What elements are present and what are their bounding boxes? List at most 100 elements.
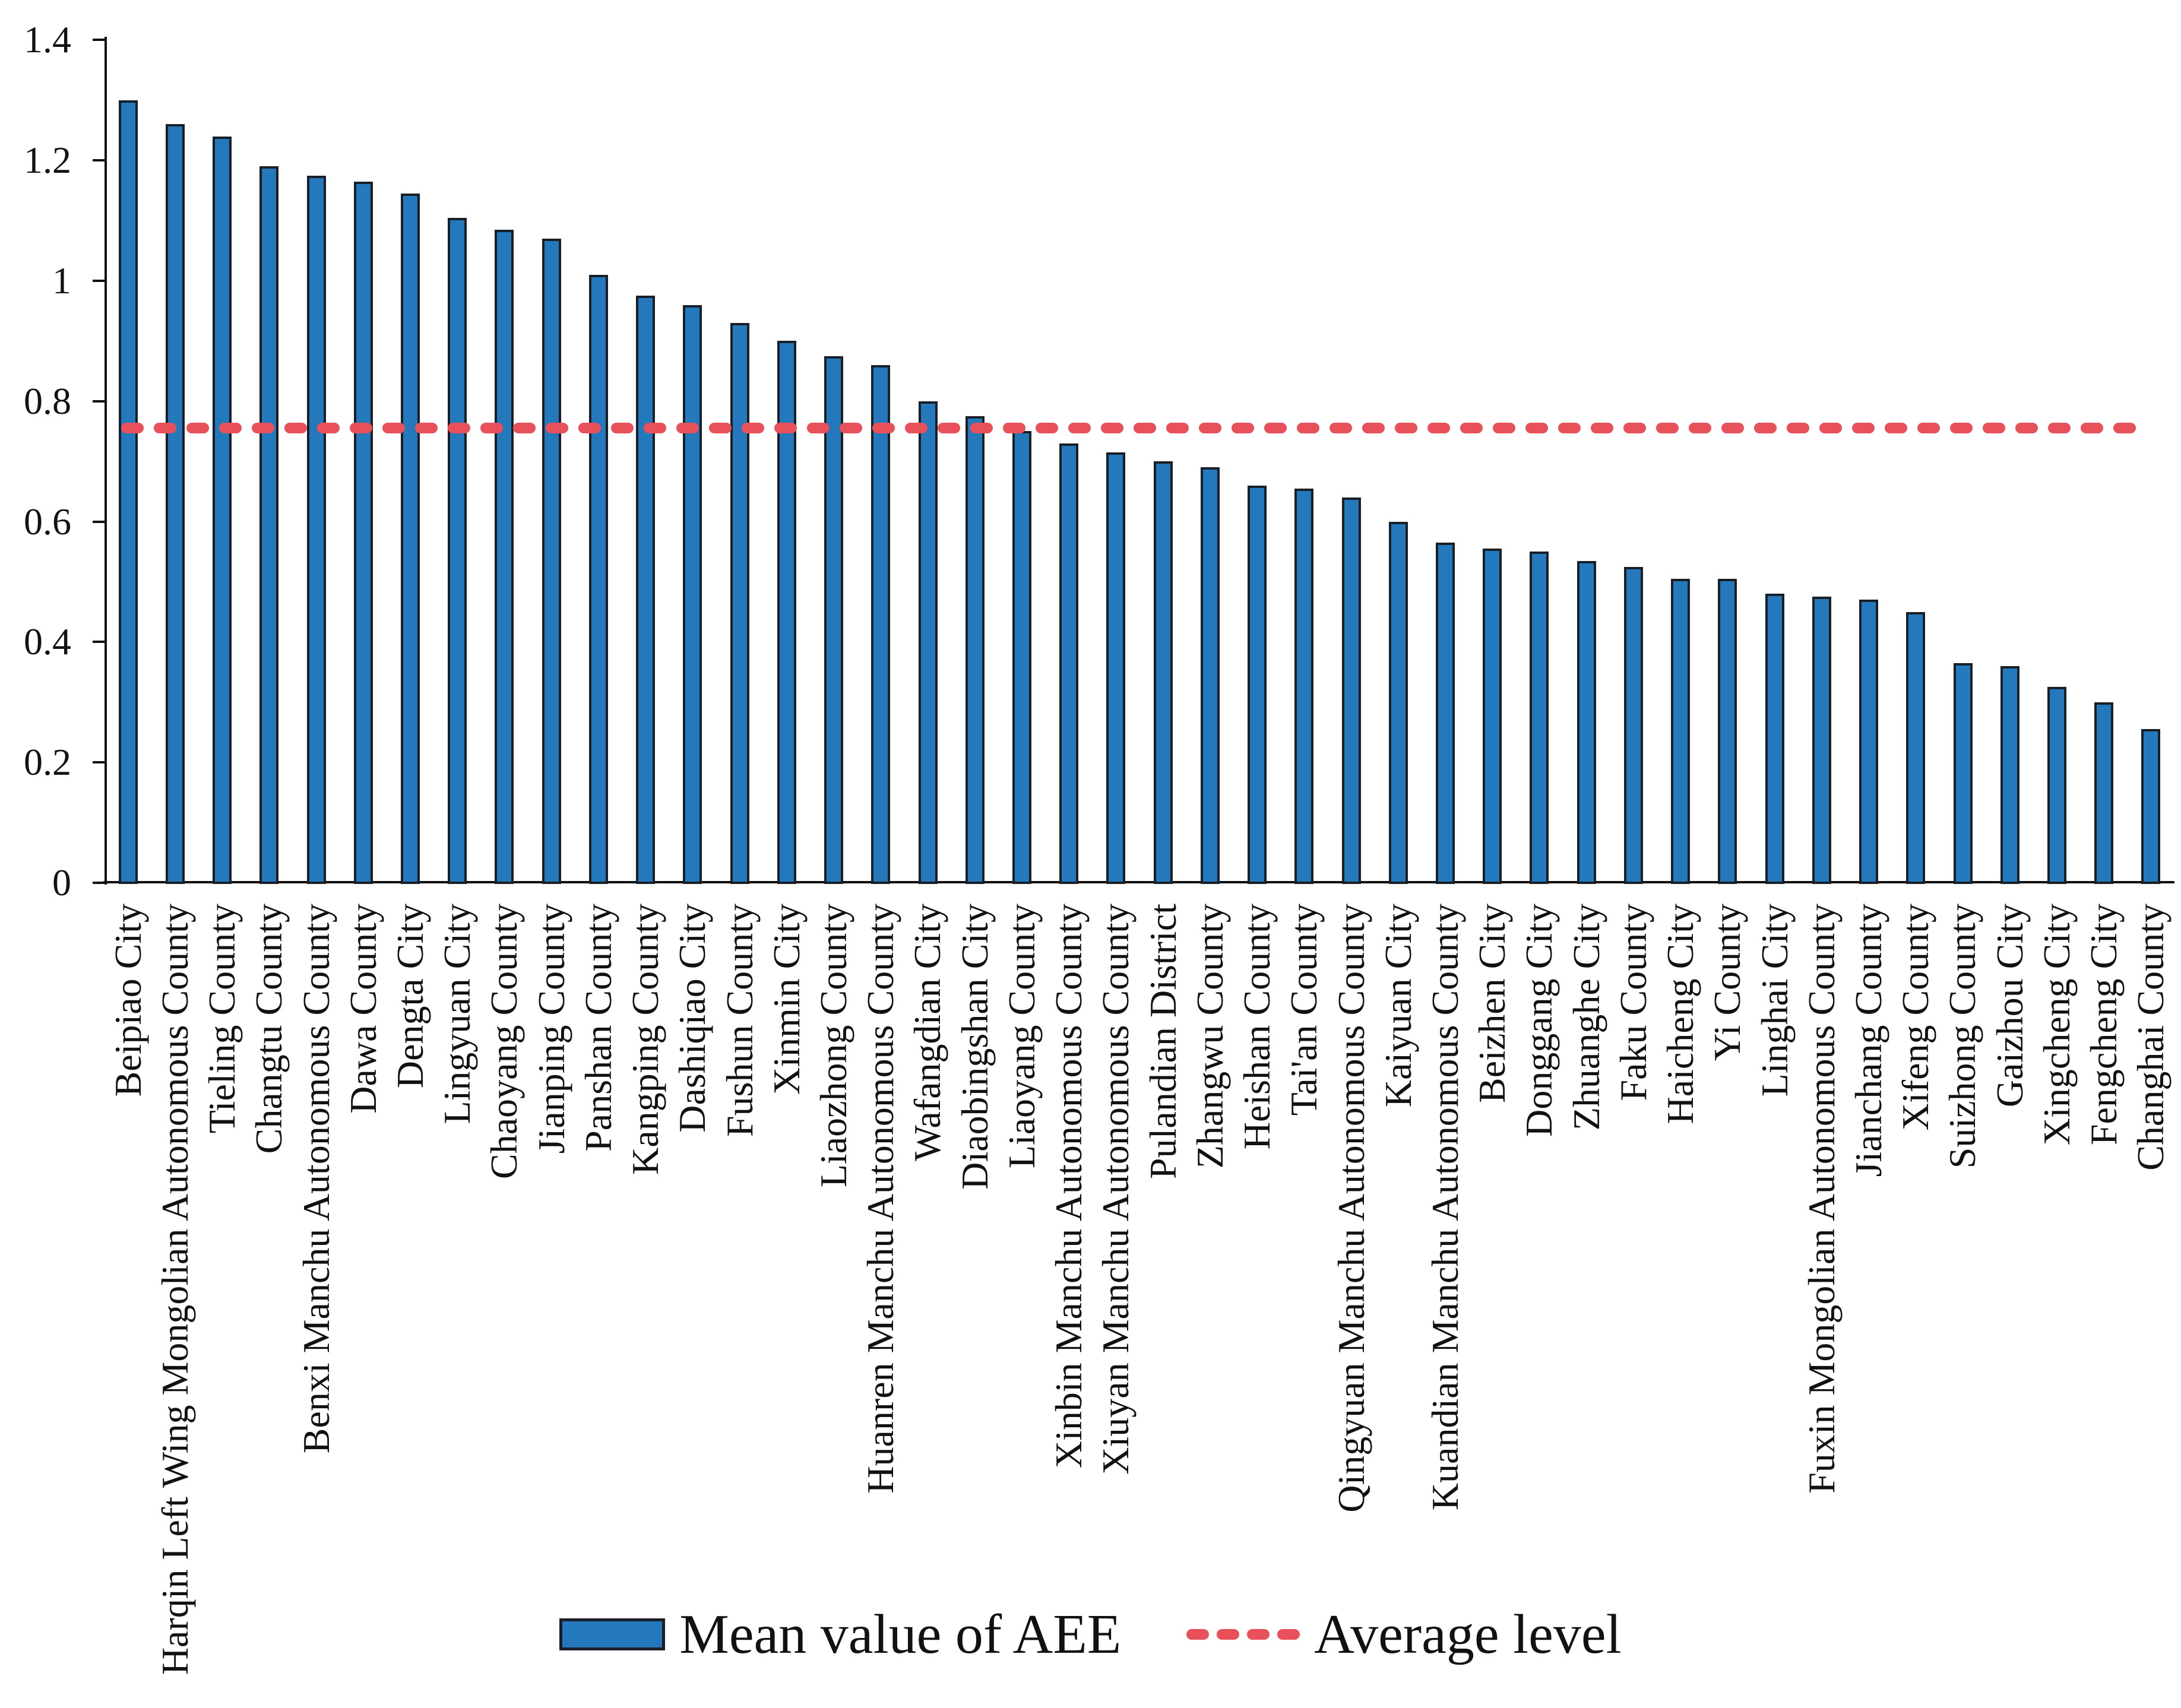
y-tick-label: 1.2 <box>24 139 71 182</box>
bar-kaiyuan-city <box>1388 522 1408 884</box>
x-category-label: Liaoyang County <box>1001 904 1043 1169</box>
bar-zhuanghe-city <box>1577 561 1596 884</box>
average-line-dash <box>1297 423 1319 433</box>
legend-dash <box>1217 1629 1240 1640</box>
y-tick-mark <box>93 641 105 644</box>
bar-dawa-county <box>353 182 373 884</box>
bar-yi-county <box>1718 579 1737 884</box>
average-line-dash <box>2113 423 2136 433</box>
x-category-label: Dashiqiao City <box>671 904 713 1133</box>
x-category-label: Jianping County <box>530 904 572 1154</box>
x-category-label: Beipiao City <box>107 904 149 1097</box>
average-line-dash <box>1036 423 1058 433</box>
bar-beipiao-city <box>118 100 138 884</box>
average-line-dash <box>513 423 536 433</box>
x-category-label: Haicheng City <box>1659 904 1701 1124</box>
x-category-label: Xinbin Manchu Autonomous County <box>1047 904 1090 1469</box>
x-category-label: Liaozhong County <box>812 904 854 1188</box>
average-line-dash <box>480 423 503 433</box>
x-category-label: Pulandian District <box>1142 904 1184 1179</box>
x-category-label: Panshan County <box>577 904 619 1152</box>
average-line-dash <box>709 423 732 433</box>
bar-liaoyang-county <box>1012 431 1031 884</box>
x-category-label: Changtu County <box>248 904 290 1154</box>
average-line-dash <box>774 423 797 433</box>
y-tick-label: 0.8 <box>24 379 71 422</box>
x-category-label: Tai'an County <box>1283 904 1325 1116</box>
bar-donggang-city <box>1530 552 1549 884</box>
y-tick-mark <box>93 520 105 523</box>
average-line-dash <box>382 423 405 433</box>
x-category-label: Kaiyuan City <box>1377 904 1419 1108</box>
x-category-label: Harqin Left Wing Mongolian Autonomous Co… <box>154 904 196 1675</box>
bar-chaoyang-county <box>495 230 514 884</box>
x-axis-line <box>103 881 2174 883</box>
y-tick-mark <box>93 39 105 42</box>
average-line-dash <box>1558 423 1581 433</box>
average-line-dash <box>1395 423 1417 433</box>
average-line-dash <box>1754 423 1777 433</box>
average-line-dash <box>1525 423 1548 433</box>
bar-xifeng-county <box>1906 612 1926 884</box>
x-category-label: Suizhong County <box>1941 904 1983 1169</box>
average-line-dash <box>546 423 568 433</box>
average-line-dash <box>1068 423 1091 433</box>
legend-dash <box>1186 1629 1210 1640</box>
x-category-label: Dawa County <box>342 904 384 1114</box>
x-category-label: Linghai City <box>1753 904 1796 1097</box>
average-line-dash <box>1689 423 1711 433</box>
average-line-dash <box>350 423 372 433</box>
bar-tai-an-county <box>1294 489 1314 884</box>
bar-wafangdian-city <box>918 401 938 884</box>
average-line-dash <box>1199 423 1221 433</box>
average-line-dash <box>1591 423 1613 433</box>
average-line-dash <box>1787 423 1809 433</box>
average-line-dash <box>1362 423 1385 433</box>
bar-dengta-city <box>401 194 420 884</box>
average-line-dash <box>1166 423 1189 433</box>
x-category-label: Fuxin Mongolian Autonomous County <box>1800 904 1843 1494</box>
average-line-dash <box>1983 423 2005 433</box>
average-line-dash <box>1819 423 1842 433</box>
y-tick-mark <box>93 280 105 282</box>
x-category-label: Jianchang County <box>1847 904 1889 1177</box>
bar-fushun-county <box>730 323 749 884</box>
bar-linghai-city <box>1765 594 1784 884</box>
y-tick-label: 0.4 <box>24 620 71 663</box>
x-category-label: Fengcheng City <box>2082 904 2125 1146</box>
average-line-dash <box>644 423 666 433</box>
x-category-label: Yi County <box>1706 904 1748 1061</box>
y-tick-mark <box>93 159 105 162</box>
average-line-dash <box>284 423 307 433</box>
x-category-label: Dengta City <box>389 904 431 1089</box>
bar-xingcheng-city <box>2047 687 2066 884</box>
x-category-label: Huanren Manchu Autonomous County <box>859 904 901 1494</box>
average-line-dash <box>2081 423 2103 433</box>
bar-qingyuan-manchu-autonomous-county <box>1341 497 1361 884</box>
bar-kangping-county <box>636 296 656 884</box>
x-category-label: Kuandian Manchu Autonomous County <box>1424 904 1466 1511</box>
average-line-dash <box>154 423 176 433</box>
bar-haicheng-city <box>1671 579 1691 884</box>
average-line-dash <box>676 423 699 433</box>
average-line-dash <box>807 423 830 433</box>
bar-panshan-county <box>588 275 608 884</box>
bar-kuandian-manchu-autonomous-county <box>1436 543 1455 884</box>
x-category-label: Fushun County <box>718 904 761 1137</box>
x-category-label: Qingyuan Manchu Autonomous County <box>1330 904 1372 1513</box>
y-tick-label: 0.6 <box>24 500 71 543</box>
x-category-label: Zhangwu County <box>1189 904 1231 1169</box>
average-line-dash <box>1623 423 1646 433</box>
y-tick-mark <box>93 761 105 764</box>
average-line-dash <box>1003 423 1025 433</box>
bar-huanren-manchu-autonomous-county <box>871 365 891 884</box>
average-line-dash <box>252 423 274 433</box>
legend-dash <box>1277 1629 1300 1640</box>
average-line-dash <box>1264 423 1287 433</box>
average-line-dash <box>905 423 928 433</box>
x-category-label: Heishan County <box>1236 904 1278 1150</box>
x-category-label: Xiuyan Manchu Autonomous County <box>1094 904 1137 1475</box>
average-line-dash <box>1460 423 1483 433</box>
x-category-label: Gaizhou City <box>1989 904 2031 1108</box>
